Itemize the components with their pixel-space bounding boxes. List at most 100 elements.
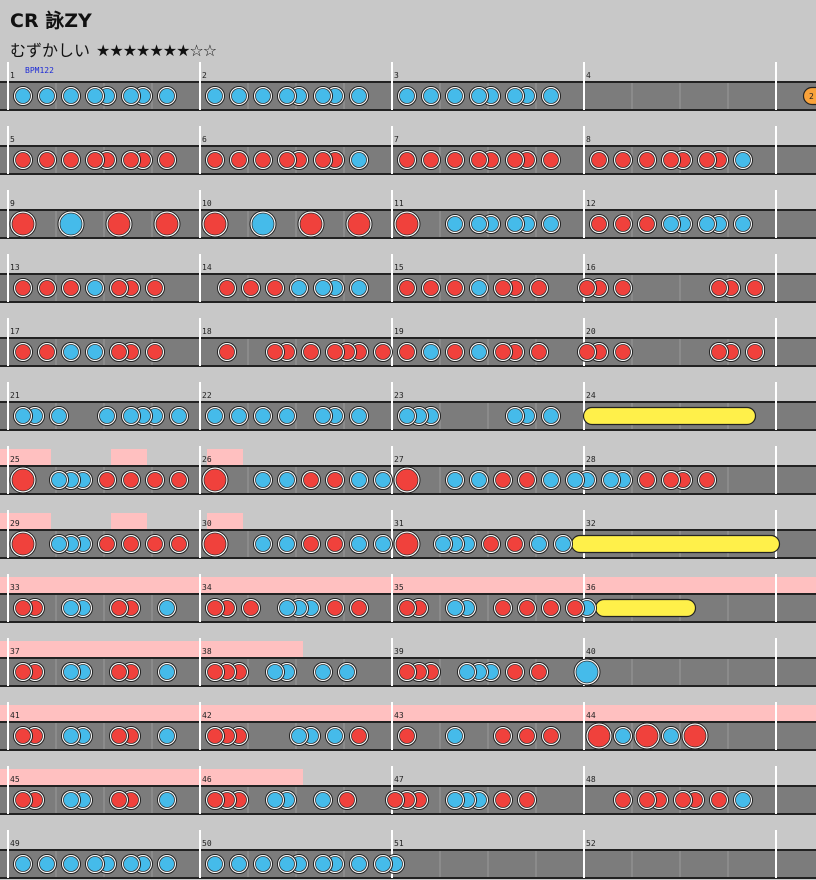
ka-note-face xyxy=(663,728,679,744)
measure-number: 4 xyxy=(586,71,591,80)
don-note-face xyxy=(399,344,415,360)
don-note-face xyxy=(11,212,35,236)
measure-number: 36 xyxy=(586,583,596,592)
don-note-face xyxy=(111,280,127,296)
don-note-face xyxy=(219,344,235,360)
ka-note-face xyxy=(471,344,487,360)
measure-number: 17 xyxy=(10,327,20,336)
don-note-face xyxy=(63,152,79,168)
don-note-face xyxy=(123,536,139,552)
don-note-face xyxy=(615,216,631,232)
gogo-band xyxy=(0,705,816,721)
measure-number: 21 xyxy=(10,391,20,400)
don-note-face xyxy=(107,212,131,236)
don-note-face xyxy=(15,152,31,168)
don-note-face xyxy=(447,152,463,168)
don-note-face xyxy=(327,536,343,552)
drumroll xyxy=(570,534,781,554)
don-note-face xyxy=(507,664,523,680)
gogo-band xyxy=(111,449,147,465)
ka-note-face xyxy=(291,728,307,744)
ka-note-face xyxy=(279,600,295,616)
don-note-face xyxy=(399,152,415,168)
measure-number: 13 xyxy=(10,263,20,272)
ka-note-face xyxy=(351,856,367,872)
ka-note-face xyxy=(351,152,367,168)
balloon-count: 2 xyxy=(809,92,814,101)
don-note-face xyxy=(207,600,223,616)
ka-note-face xyxy=(63,792,79,808)
don-note-face xyxy=(171,472,187,488)
ka-note-face xyxy=(351,280,367,296)
don-note-face xyxy=(543,728,559,744)
ka-note-face xyxy=(543,88,559,104)
ka-note-face xyxy=(399,88,415,104)
don-note-face xyxy=(303,536,319,552)
ka-note-face xyxy=(231,408,247,424)
ka-note-face xyxy=(123,408,139,424)
gogo-band xyxy=(207,449,243,465)
don-note-face xyxy=(567,600,583,616)
don-note-face xyxy=(11,532,35,556)
ka-note-face xyxy=(471,88,487,104)
don-note-face xyxy=(399,600,415,616)
don-note-face xyxy=(395,532,419,556)
don-note-face xyxy=(447,280,463,296)
ka-note-face xyxy=(555,536,571,552)
don-note-face xyxy=(519,792,535,808)
don-note-face xyxy=(399,280,415,296)
ka-note-face xyxy=(399,408,415,424)
ka-note-face xyxy=(87,344,103,360)
ka-note-face xyxy=(207,408,223,424)
don-note-face xyxy=(207,152,223,168)
measure-number: 47 xyxy=(394,775,404,784)
don-note-face xyxy=(543,600,559,616)
don-note-face xyxy=(495,600,511,616)
measure-number: 2 xyxy=(202,71,207,80)
don-note-face xyxy=(519,600,535,616)
drumroll xyxy=(594,598,697,618)
don-note-face xyxy=(531,280,547,296)
ka-note-face xyxy=(87,856,103,872)
don-note-face xyxy=(699,152,715,168)
don-note-face xyxy=(15,344,31,360)
don-note-face xyxy=(495,472,511,488)
measure-number: 48 xyxy=(586,775,596,784)
ka-note-face xyxy=(315,280,331,296)
measure-number: 35 xyxy=(394,583,404,592)
don-note-face xyxy=(267,344,283,360)
don-note-face xyxy=(339,792,355,808)
ka-note-face xyxy=(231,88,247,104)
don-note-face xyxy=(519,472,535,488)
ka-note-face xyxy=(159,600,175,616)
don-note-face xyxy=(495,344,511,360)
ka-note-face xyxy=(255,472,271,488)
measure-number: 5 xyxy=(10,135,15,144)
measure-number: 46 xyxy=(202,775,212,784)
don-note-face xyxy=(423,280,439,296)
don-note-face xyxy=(15,600,31,616)
ka-note-face xyxy=(447,88,463,104)
ka-note-face xyxy=(339,664,355,680)
ka-note-face xyxy=(59,212,83,236)
measure-number: 44 xyxy=(586,711,596,720)
gogo-band xyxy=(207,513,243,529)
measure-number: 1 xyxy=(10,71,15,80)
don-note-face xyxy=(39,344,55,360)
measure-number: 7 xyxy=(394,135,399,144)
ka-note-face xyxy=(51,408,67,424)
ka-note-face xyxy=(63,344,79,360)
ka-note-face xyxy=(735,152,751,168)
ka-note-face xyxy=(39,88,55,104)
don-note-face xyxy=(663,472,679,488)
don-note-face xyxy=(111,728,127,744)
don-note-face xyxy=(699,472,715,488)
difficulty-label: むずかしい xyxy=(10,41,91,60)
don-note-face xyxy=(63,280,79,296)
don-note-face xyxy=(447,344,463,360)
don-note-face xyxy=(615,792,631,808)
don-note-face xyxy=(219,280,235,296)
don-note-face xyxy=(207,792,223,808)
don-note-face xyxy=(111,600,127,616)
